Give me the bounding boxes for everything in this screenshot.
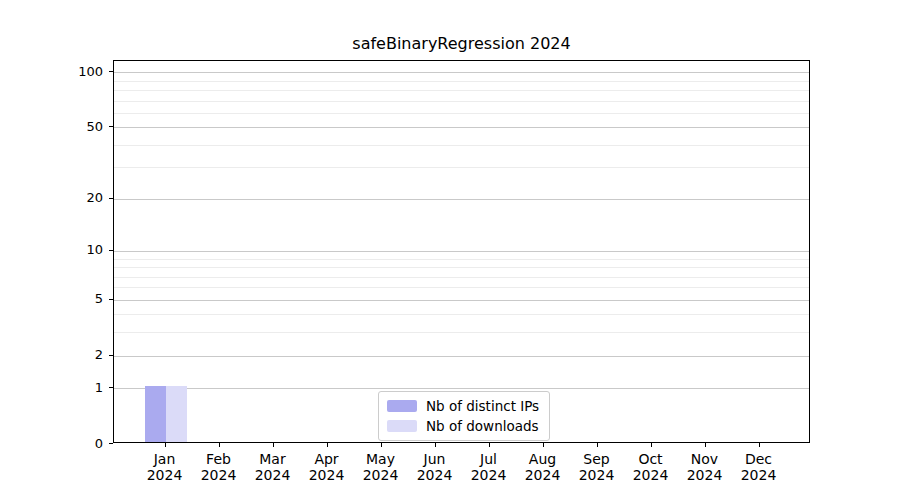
chart-figure: safeBinaryRegression 2024 0125102050100J… — [0, 0, 900, 500]
minor-gridline-90 — [114, 81, 809, 82]
y-tick-label-10: 10 — [43, 243, 103, 256]
y-tick-label-50: 50 — [43, 120, 103, 133]
legend-label-nb-of-downloads: Nb of downloads — [426, 418, 539, 434]
y-tick-label-1: 1 — [43, 381, 103, 394]
x-tick-feb-2024 — [219, 443, 220, 447]
major-gridline-100 — [114, 72, 809, 73]
minor-gridline-8 — [114, 267, 809, 268]
minor-gridline-6 — [114, 287, 809, 288]
minor-gridline-3 — [114, 332, 809, 333]
y-tick-100 — [109, 71, 113, 72]
y-tick-0 — [109, 443, 113, 444]
major-gridline-10 — [114, 251, 809, 252]
minor-gridline-4 — [114, 314, 809, 315]
major-gridline-2 — [114, 356, 809, 357]
x-tick-oct-2024 — [651, 443, 652, 447]
y-tick-20 — [109, 198, 113, 199]
y-tick-label-5: 5 — [43, 292, 103, 305]
x-tick-apr-2024 — [327, 443, 328, 447]
chart-title: safeBinaryRegression 2024 — [113, 34, 810, 54]
y-tick-50 — [109, 126, 113, 127]
minor-gridline-70 — [114, 101, 809, 102]
plot-area — [113, 60, 810, 443]
major-gridline-5 — [114, 300, 809, 301]
bar-nb-of-downloads-jan-2024 — [166, 386, 187, 442]
x-tick-nov-2024 — [705, 443, 706, 447]
legend-row-nb-of-distinct-ips: Nb of distinct IPs — [387, 398, 539, 414]
x-tick-jul-2024 — [489, 443, 490, 447]
x-tick-may-2024 — [381, 443, 382, 447]
x-tick-jan-2024 — [165, 443, 166, 447]
minor-gridline-40 — [114, 145, 809, 146]
x-tick-label-dec-2024: Dec 2024 — [727, 451, 791, 483]
major-gridline-50 — [114, 127, 809, 128]
y-tick-label-0: 0 — [43, 437, 103, 450]
minor-gridline-9 — [114, 259, 809, 260]
x-tick-sep-2024 — [597, 443, 598, 447]
major-gridline-20 — [114, 199, 809, 200]
minor-gridline-60 — [114, 113, 809, 114]
legend: Nb of distinct IPs Nb of downloads — [378, 391, 550, 441]
y-tick-10 — [109, 250, 113, 251]
x-tick-aug-2024 — [543, 443, 544, 447]
bar-nb-of-distinct-ips-jan-2024 — [145, 386, 166, 442]
legend-swatch-nb-of-distinct-ips — [387, 400, 417, 412]
legend-row-nb-of-downloads: Nb of downloads — [387, 418, 539, 434]
y-tick-1 — [109, 387, 113, 388]
x-tick-jun-2024 — [435, 443, 436, 447]
minor-gridline-7 — [114, 277, 809, 278]
legend-swatch-nb-of-downloads — [387, 420, 417, 432]
minor-gridline-80 — [114, 90, 809, 91]
y-tick-label-100: 100 — [43, 65, 103, 78]
major-gridline-1 — [114, 388, 809, 389]
x-tick-dec-2024 — [759, 443, 760, 447]
y-tick-label-2: 2 — [43, 348, 103, 361]
y-tick-5 — [109, 299, 113, 300]
y-tick-2 — [109, 355, 113, 356]
minor-gridline-30 — [114, 167, 809, 168]
y-tick-label-20: 20 — [43, 191, 103, 204]
x-tick-mar-2024 — [273, 443, 274, 447]
legend-label-nb-of-distinct-ips: Nb of distinct IPs — [426, 398, 539, 414]
